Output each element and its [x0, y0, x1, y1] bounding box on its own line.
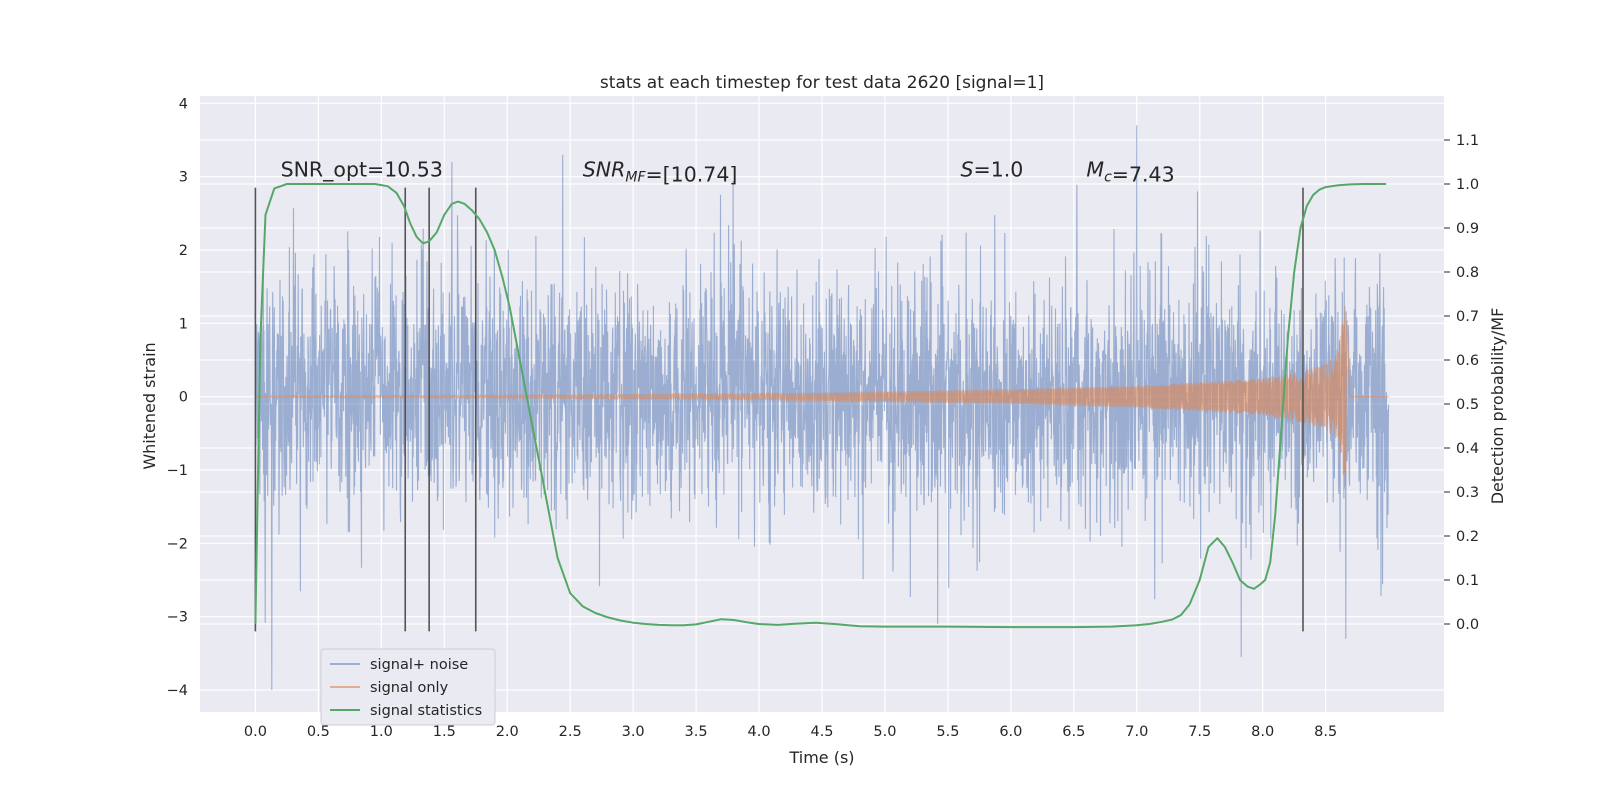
y-left-tick-label: −4 — [167, 683, 188, 699]
y-left-tick-label: 2 — [179, 243, 188, 259]
x-tick-label: 2.5 — [559, 724, 582, 740]
annotations: SNR_opt=10.53 SNRMF=[10.74] S=1.0 Mc=7.43 — [281, 158, 1175, 187]
y-right-tick-label: 0.4 — [1456, 441, 1479, 457]
legend-label-signal-statistics: signal statistics — [370, 703, 482, 719]
x-tick-label: 2.0 — [496, 724, 519, 740]
annotation-part: S — [961, 158, 974, 182]
y-right-tick-label: 0.1 — [1456, 573, 1479, 589]
y-left-tick-label: 4 — [179, 96, 188, 112]
annotation-text: Mc=7.43 — [1086, 158, 1174, 187]
legend: signal+ noise signal only signal statist… — [320, 648, 496, 726]
x-tick-label: 3.0 — [622, 724, 645, 740]
x-tick-label: 5.0 — [873, 724, 896, 740]
x-tick-label: 7.5 — [1188, 724, 1211, 740]
x-tick-label: 5.5 — [936, 724, 959, 740]
signal-statistics-series — [254, 183, 1387, 629]
y-right-tick-label: 0.9 — [1456, 221, 1479, 237]
y-left-tick-label: −1 — [167, 463, 188, 479]
signal-statistics-line — [254, 183, 1387, 629]
annotation-text: SNR_opt=10.53 — [281, 158, 443, 183]
annotation-part: MF — [625, 170, 646, 186]
x-tick-label: 7.0 — [1125, 724, 1148, 740]
y-right-tick-label: 1.1 — [1456, 133, 1479, 149]
x-tick-label: 8.5 — [1314, 724, 1337, 740]
y-left-tick-label: −2 — [167, 536, 188, 552]
annotation-part: =[10.74] — [646, 163, 738, 187]
annotation-text: S=1.0 — [961, 158, 1024, 182]
y-right-tick-label: 1.0 — [1456, 177, 1479, 193]
annotation-part: =1.0 — [974, 158, 1024, 182]
x-tick-label: 1.0 — [370, 724, 393, 740]
signal-plus-noise-line — [254, 125, 1390, 691]
y-left-tick-label: 1 — [179, 316, 188, 332]
x-tick-label: 4.0 — [748, 724, 771, 740]
y-right-tick-label: 0.8 — [1456, 265, 1479, 281]
y-right-tick-label: 0.2 — [1456, 529, 1479, 545]
annotation-part: SNR_opt=10.53 — [281, 158, 443, 183]
legend-label-signal-plus-noise: signal+ noise — [370, 657, 468, 673]
x-tick-label: 0.0 — [244, 724, 267, 740]
y-right-tick-label: 0.3 — [1456, 485, 1479, 501]
legend-label-signal-only: signal only — [370, 680, 449, 696]
y-left-tick-label: 0 — [179, 390, 188, 406]
y-right-tick-label: 0.0 — [1456, 617, 1479, 633]
x-tick-label: 4.5 — [810, 724, 833, 740]
y-axis-label-left: Whitened strain — [140, 342, 159, 469]
y-left-tick-label: 3 — [179, 170, 188, 186]
signal-only-series — [254, 305, 1389, 486]
x-axis-label: Time (s) — [788, 748, 854, 767]
x-tick-label: 3.5 — [685, 724, 708, 740]
annotation-text: SNRMF=[10.74] — [583, 158, 738, 187]
x-tick-label: 0.5 — [307, 724, 330, 740]
x-tick-label: 1.5 — [433, 724, 456, 740]
x-tick-label: 6.5 — [1062, 724, 1085, 740]
y-right-tick-label: 0.5 — [1456, 397, 1479, 413]
vertical-markers — [254, 187, 1304, 632]
legend-box — [320, 648, 496, 726]
annotation-part: =7.43 — [1112, 163, 1175, 187]
y-left-tick-label: −3 — [167, 610, 188, 626]
annotation-part: SNR — [583, 158, 626, 182]
signal-only-line — [254, 305, 1389, 486]
annotation-part: c — [1104, 170, 1112, 186]
tick-labels: 0.0 0.5 1.0 1.5 2.0 2.5 3.0 3.5 4.0 4.5 5.0 5.5 6.0 6… — [167, 96, 1479, 740]
signal-plus-noise-series — [254, 125, 1390, 691]
x-tick-label: 8.0 — [1251, 724, 1274, 740]
annotation-part: M — [1086, 158, 1104, 182]
y-right-tick-label: 0.6 — [1456, 353, 1479, 369]
chart-title: stats at each timestep for test data 262… — [600, 73, 1044, 93]
x-tick-label: 6.0 — [999, 724, 1022, 740]
y-axis-label-right: Detection probability/MF — [1488, 308, 1507, 505]
y-right-tick-label: 0.7 — [1456, 309, 1479, 325]
